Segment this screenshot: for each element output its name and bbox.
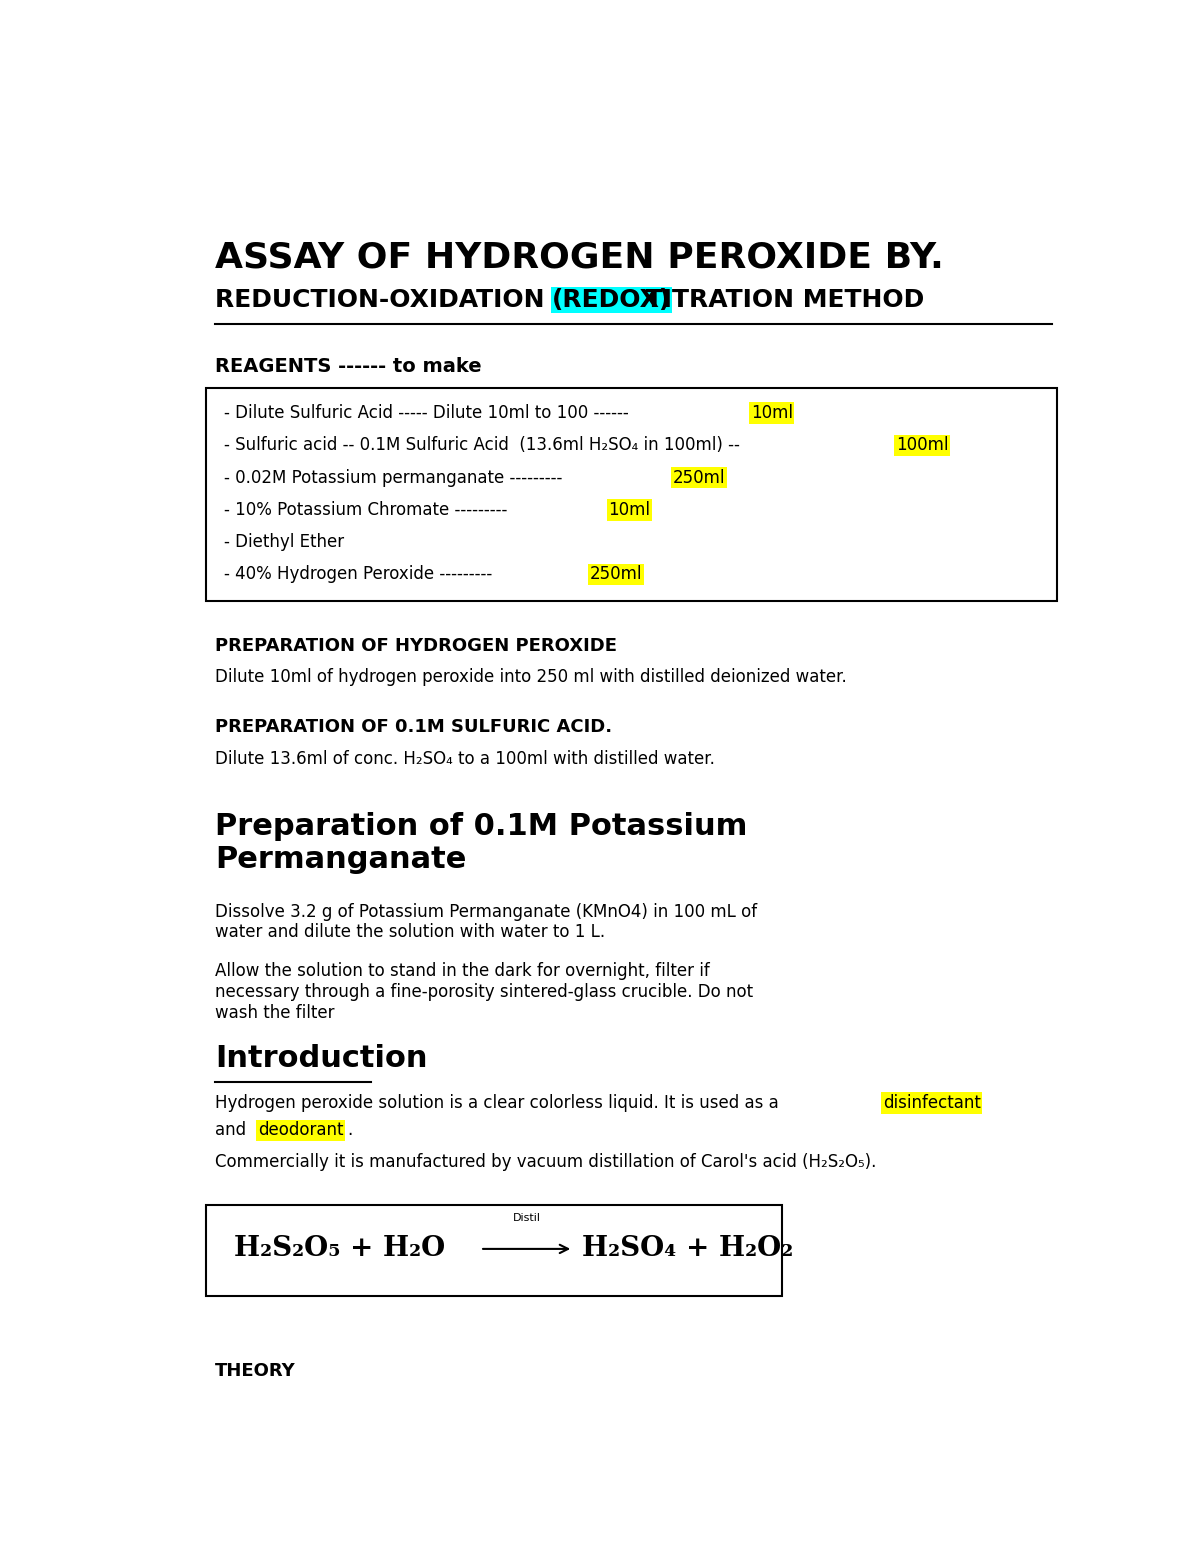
- Text: 250ml: 250ml: [673, 469, 725, 486]
- Text: (REDOX): (REDOX): [552, 287, 671, 312]
- Text: 10ml: 10ml: [751, 404, 793, 422]
- Text: ASSAY OF HYDROGEN PEROXIDE BY.: ASSAY OF HYDROGEN PEROXIDE BY.: [215, 241, 944, 275]
- Text: PREPARATION OF 0.1M SULFURIC ACID.: PREPARATION OF 0.1M SULFURIC ACID.: [215, 719, 612, 736]
- Text: Dilute 13.6ml of conc. H₂SO₄ to a 100ml with distilled water.: Dilute 13.6ml of conc. H₂SO₄ to a 100ml …: [215, 750, 715, 767]
- Text: REAGENTS ------ to make: REAGENTS ------ to make: [215, 357, 481, 376]
- Text: Introduction: Introduction: [215, 1044, 427, 1073]
- Text: - Diethyl Ether: - Diethyl Ether: [224, 533, 344, 551]
- Text: Dissolve 3.2 g of Potassium Permanganate (KMnO4) in 100 mL of
water and dilute t: Dissolve 3.2 g of Potassium Permanganate…: [215, 902, 757, 941]
- Text: THEORY: THEORY: [215, 1362, 296, 1381]
- Text: REDUCTION-OXIDATION: REDUCTION-OXIDATION: [215, 287, 553, 312]
- Text: deodorant: deodorant: [258, 1121, 343, 1140]
- Text: 250ml: 250ml: [590, 565, 642, 584]
- Text: and: and: [215, 1121, 252, 1140]
- Text: Preparation of 0.1M Potassium
Permanganate: Preparation of 0.1M Potassium Permangana…: [215, 812, 748, 874]
- Text: disinfectant: disinfectant: [883, 1093, 980, 1112]
- Text: - Dilute Sulfuric Acid ----- Dilute 10ml to 100 ------: - Dilute Sulfuric Acid ----- Dilute 10ml…: [224, 404, 635, 422]
- Text: 10ml: 10ml: [608, 502, 650, 519]
- Text: Dilute 10ml of hydrogen peroxide into 250 ml with distilled deionized water.: Dilute 10ml of hydrogen peroxide into 25…: [215, 668, 847, 686]
- Text: - Sulfuric acid -- 0.1M Sulfuric Acid  (13.6ml H₂SO₄ in 100ml) --: - Sulfuric acid -- 0.1M Sulfuric Acid (1…: [224, 436, 745, 455]
- Text: - 10% Potassium Chromate ---------: - 10% Potassium Chromate ---------: [224, 502, 514, 519]
- Text: Allow the solution to stand in the dark for overnight, filter if
necessary throu: Allow the solution to stand in the dark …: [215, 963, 754, 1022]
- Text: PREPARATION OF HYDROGEN PEROXIDE: PREPARATION OF HYDROGEN PEROXIDE: [215, 637, 617, 655]
- Text: 100ml: 100ml: [896, 436, 948, 455]
- Text: - 40% Hydrogen Peroxide ---------: - 40% Hydrogen Peroxide ---------: [224, 565, 498, 584]
- Text: TITRATION METHOD: TITRATION METHOD: [637, 287, 924, 312]
- Text: - 0.02M Potassium permanganate ---------: - 0.02M Potassium permanganate ---------: [224, 469, 568, 486]
- Text: H₂SO₄ + H₂O₂: H₂SO₄ + H₂O₂: [582, 1235, 793, 1263]
- Text: Hydrogen peroxide solution is a clear colorless liquid. It is used as a: Hydrogen peroxide solution is a clear co…: [215, 1093, 784, 1112]
- Text: .: .: [347, 1121, 353, 1140]
- Text: Commercially it is manufactured by vacuum distillation of Carol's acid (H₂S₂O₅).: Commercially it is manufactured by vacuu…: [215, 1152, 876, 1171]
- Text: H₂S₂O₅ + H₂O: H₂S₂O₅ + H₂O: [234, 1235, 445, 1263]
- Text: Distil: Distil: [512, 1213, 541, 1222]
